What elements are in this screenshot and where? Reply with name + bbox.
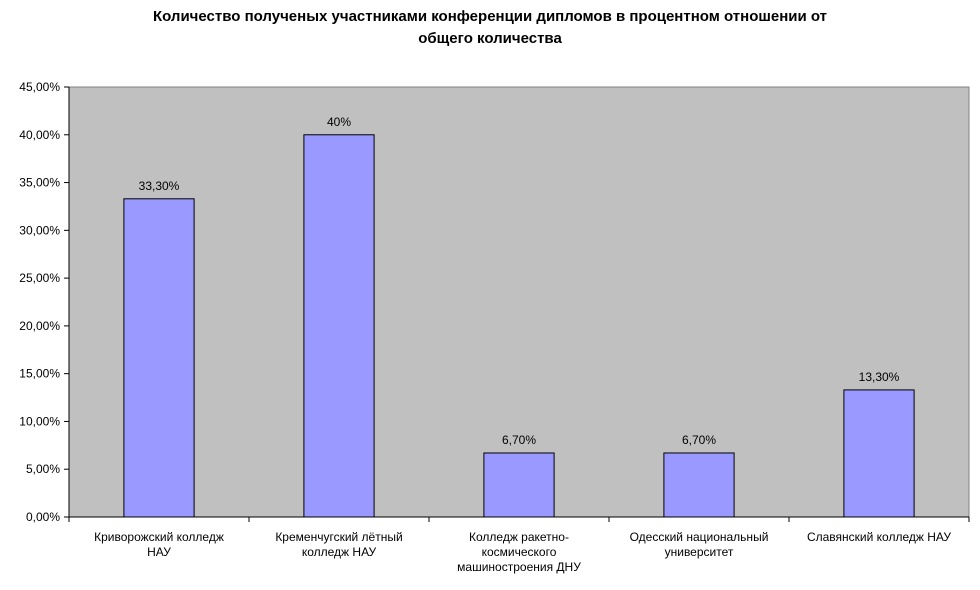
chart-title-line-1: Количество полученых участниками конфере… [153,8,827,25]
x-category-label: Одесский национальный [630,530,769,544]
y-tick-label: 0,00% [26,510,60,524]
bar [123,198,195,518]
y-tick-label: 40,00% [19,128,60,142]
y-axis: 0,00% 5,00% 10,00% 15,00% 20,00% 25,00% 30,00%… [19,80,70,524]
plot-area [68,86,970,518]
bar-value-label: 6,70% [682,433,716,447]
y-tick-label: 35,00% [19,176,60,190]
y-tick-label: 20,00% [19,319,60,333]
y-tick-label: 15,00% [19,367,60,381]
bar [483,452,555,518]
bar-value-label: 13,30% [859,370,900,384]
bar [663,452,735,518]
x-category-label: машиностроения ДНУ [457,560,581,574]
bars [123,134,915,518]
y-tick-label: 45,00% [19,80,60,94]
y-tick-label: 10,00% [19,414,60,428]
y-tick-label: 5,00% [26,462,60,476]
x-category-label: космического [482,545,557,559]
bar [843,389,915,518]
x-category-label: Криворожский колледж [94,530,224,544]
x-category-label: Кременчугский лётный [275,530,402,544]
chart-title-line-2: общего количества [418,30,562,47]
chart-title: Количество полученых участниками конфере… [153,8,827,47]
bar [303,134,375,518]
x-category-label: Славянский колледж НАУ [807,530,951,544]
x-category-label: университет [665,545,734,559]
x-category-label: колледж НАУ [302,545,377,559]
bar-value-label: 6,70% [502,433,536,447]
x-category-label: Колледж ракетно- [469,530,569,544]
x-category-label: НАУ [147,545,171,559]
bar-value-label: 40% [327,115,351,129]
bar-value-label: 33,30% [139,179,180,193]
y-tick-label: 25,00% [19,271,60,285]
data-labels: 33,30% 40% 6,70% 6,70% 13,30% [139,115,900,447]
y-tick-label: 30,00% [19,223,60,237]
